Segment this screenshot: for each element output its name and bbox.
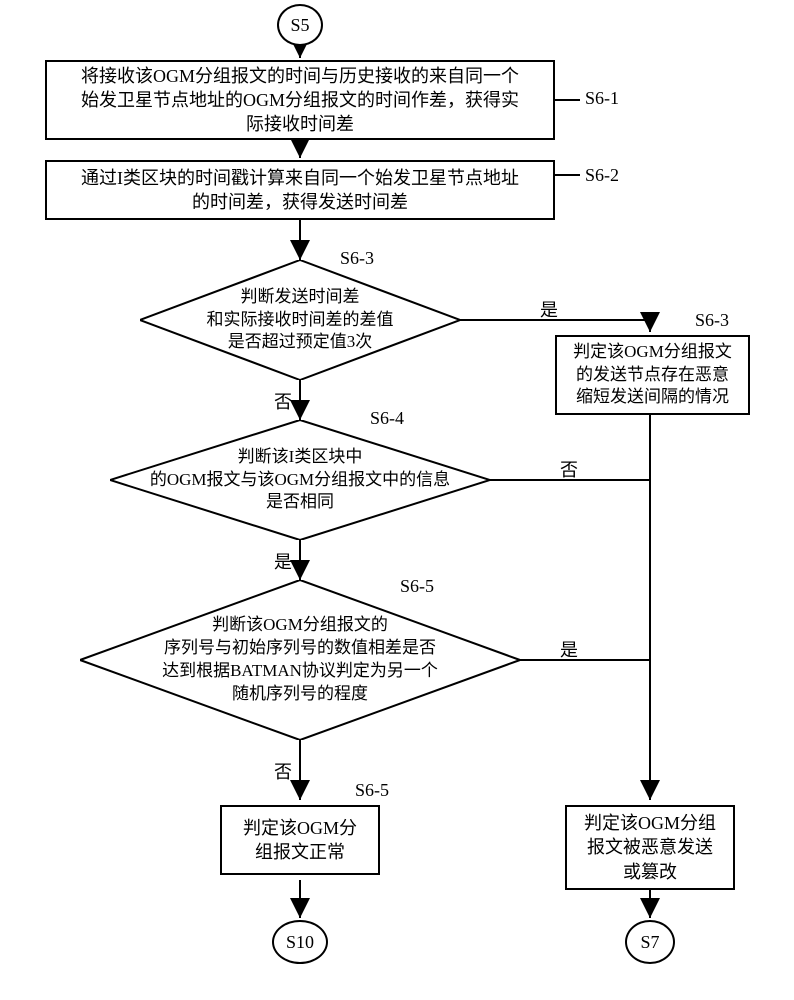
- s6-5-d-text: 判断该OGM分组报文的 序列号与初始序列号的数值相差是否 达到根据BATMAN协…: [162, 614, 438, 706]
- label-no3: 否: [274, 758, 292, 784]
- label-s6-1: S6-1: [585, 88, 619, 109]
- s6-4-d-text: 判断该I类区块中 的OGM报文与该OGM分组报文中的信息 是否相同: [150, 446, 450, 515]
- node-s10: S10: [272, 920, 328, 964]
- label-s6-3r: S6-3: [695, 310, 729, 331]
- label-yes1: 是: [540, 296, 558, 322]
- s6-5-r-text: 判定该OGM分 组报文正常: [243, 816, 357, 865]
- node-s6-3-rect: 判定该OGM分组报文 的发送节点存在恶意 缩短发送间隔的情况: [555, 335, 750, 415]
- node-s6-3-diamond: 判断发送时间差 和实际接收时间差的差值 是否超过预定值3次: [140, 260, 460, 380]
- s6-2-text: 通过I类区块的时间戳计算来自同一个始发卫星节点地址 的时间差，获得发送时间差: [81, 166, 519, 215]
- label-s6-3d: S6-3: [340, 248, 374, 269]
- label-s6-2: S6-2: [585, 165, 619, 186]
- label-yes3: 是: [560, 636, 578, 662]
- label-yes2: 是: [274, 548, 292, 574]
- node-s6-2: 通过I类区块的时间戳计算来自同一个始发卫星节点地址 的时间差，获得发送时间差: [45, 160, 555, 220]
- node-s7: S7: [625, 920, 675, 964]
- label-no1: 否: [274, 388, 292, 414]
- node-s6-1: 将接收该OGM分组报文的时间与历史接收的来自同一个 始发卫星节点地址的OGM分组…: [45, 60, 555, 140]
- s6-1-text: 将接收该OGM分组报文的时间与历史接收的来自同一个 始发卫星节点地址的OGM分组…: [81, 64, 519, 137]
- label-no2: 否: [560, 456, 578, 482]
- s5-text: S5: [290, 13, 309, 37]
- node-s5: S5: [277, 4, 323, 46]
- s7-r-text: 判定该OGM分组 报文被恶意发送 或篡改: [584, 811, 716, 884]
- s7-text: S7: [640, 930, 659, 954]
- node-s7-rect: 判定该OGM分组 报文被恶意发送 或篡改: [565, 805, 735, 890]
- s6-3-r-text: 判定该OGM分组报文 的发送节点存在恶意 缩短发送间隔的情况: [573, 341, 732, 410]
- s10-text: S10: [286, 930, 314, 954]
- label-s6-4d: S6-4: [370, 408, 404, 429]
- node-s6-5-rect: 判定该OGM分 组报文正常: [220, 805, 380, 875]
- node-s6-5-diamond: 判断该OGM分组报文的 序列号与初始序列号的数值相差是否 达到根据BATMAN协…: [80, 580, 520, 740]
- label-s6-5d: S6-5: [400, 576, 434, 597]
- node-s6-4-diamond: 判断该I类区块中 的OGM报文与该OGM分组报文中的信息 是否相同: [110, 420, 490, 540]
- s6-3-d-text: 判断发送时间差 和实际接收时间差的差值 是否超过预定值3次: [207, 286, 394, 355]
- label-s6-5r: S6-5: [355, 780, 389, 801]
